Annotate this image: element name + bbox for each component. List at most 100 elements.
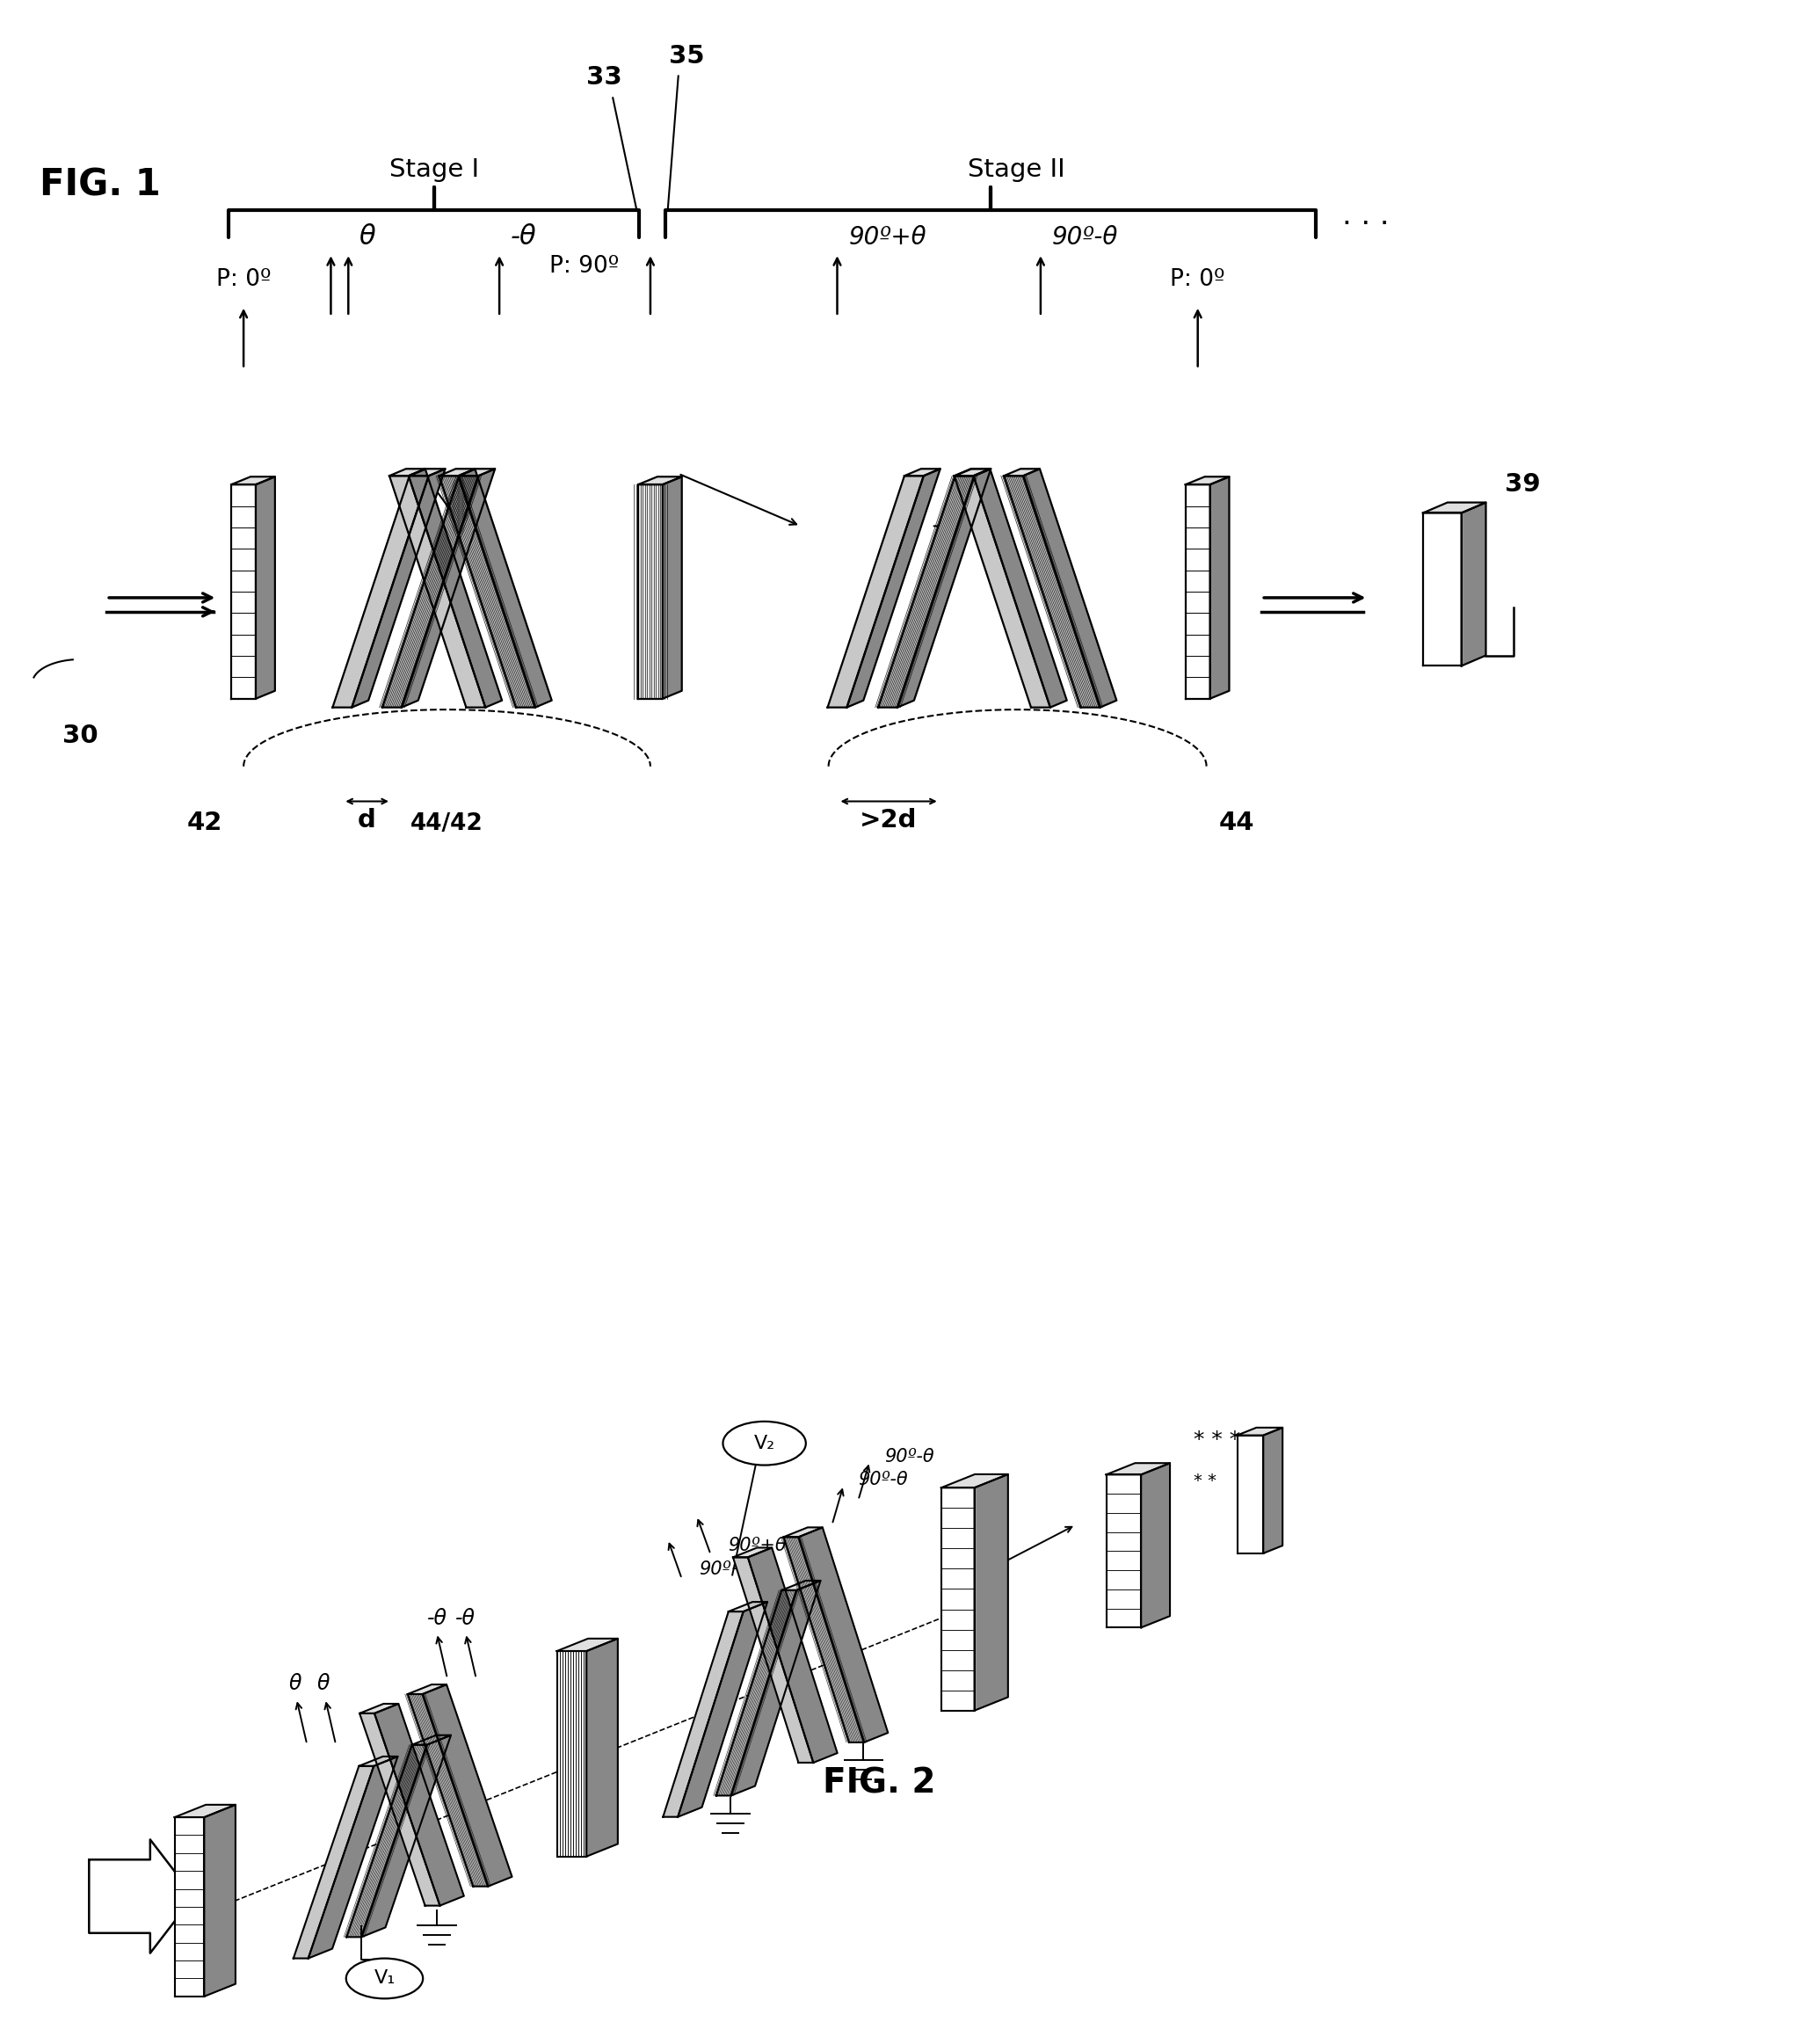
Polygon shape [459, 468, 495, 476]
Text: * * *: * * * [1194, 1429, 1241, 1451]
Polygon shape [942, 1474, 1009, 1488]
Text: 35: 35 [670, 43, 704, 67]
Polygon shape [175, 1805, 236, 1817]
Polygon shape [1142, 1464, 1171, 1627]
Polygon shape [409, 468, 502, 707]
Polygon shape [783, 1537, 864, 1741]
Polygon shape [457, 468, 551, 707]
Polygon shape [557, 1639, 618, 1652]
Polygon shape [1237, 1435, 1263, 1553]
Polygon shape [638, 484, 663, 699]
Polygon shape [879, 476, 974, 707]
Polygon shape [88, 1840, 195, 1954]
Polygon shape [407, 1694, 488, 1887]
Text: θ: θ [358, 225, 375, 249]
Text: V₁: V₁ [375, 1970, 394, 1987]
Text: >2d: >2d [859, 807, 917, 832]
Ellipse shape [346, 1958, 423, 1999]
Polygon shape [375, 1705, 465, 1905]
Polygon shape [175, 1817, 204, 1997]
Polygon shape [1106, 1474, 1142, 1627]
Text: 30: 30 [63, 724, 99, 748]
Polygon shape [717, 1590, 796, 1795]
Polygon shape [955, 476, 1050, 707]
Polygon shape [439, 476, 535, 707]
Polygon shape [333, 476, 429, 707]
Text: 90º-θ: 90º-θ [884, 1447, 935, 1466]
Text: 42: 42 [187, 811, 222, 836]
Text: -θ: -θ [511, 225, 537, 249]
Polygon shape [955, 468, 991, 476]
Text: Stage I: Stage I [389, 157, 479, 182]
Polygon shape [409, 468, 445, 476]
Polygon shape [733, 1547, 773, 1558]
Polygon shape [846, 468, 940, 707]
Polygon shape [346, 1746, 427, 1938]
Text: * *: * * [1194, 1472, 1216, 1490]
Polygon shape [587, 1639, 618, 1856]
Polygon shape [1185, 476, 1230, 484]
Polygon shape [382, 476, 479, 707]
Polygon shape [974, 1474, 1009, 1711]
Text: 39: 39 [1506, 472, 1542, 497]
Polygon shape [1423, 503, 1486, 513]
Text: P: 90º: P: 90º [549, 256, 620, 278]
Polygon shape [204, 1805, 236, 1997]
Polygon shape [360, 1705, 398, 1713]
Text: -θ: -θ [427, 1607, 447, 1629]
Polygon shape [231, 484, 256, 699]
Polygon shape [294, 1766, 375, 1958]
Text: . . .: . . . [1342, 200, 1389, 231]
Polygon shape [782, 1580, 821, 1590]
Polygon shape [1003, 468, 1039, 476]
Polygon shape [729, 1602, 767, 1611]
Polygon shape [439, 468, 475, 476]
Text: 44: 44 [1219, 811, 1255, 836]
Polygon shape [638, 476, 683, 484]
Polygon shape [389, 468, 425, 476]
Polygon shape [231, 476, 276, 484]
Polygon shape [1003, 476, 1100, 707]
Polygon shape [1210, 476, 1230, 699]
Text: 90º+θ: 90º+θ [728, 1537, 787, 1553]
Polygon shape [904, 468, 940, 476]
Polygon shape [1237, 1427, 1282, 1435]
Text: V₂: V₂ [755, 1435, 774, 1451]
Polygon shape [1106, 1464, 1171, 1474]
Text: FIG. 1: FIG. 1 [40, 168, 160, 204]
Text: -θ: -θ [456, 1607, 475, 1629]
Polygon shape [1185, 484, 1210, 699]
Polygon shape [973, 468, 1066, 707]
Polygon shape [402, 468, 495, 707]
Text: 90º+θ: 90º+θ [699, 1560, 758, 1578]
Text: Stage II: Stage II [967, 157, 1064, 182]
Text: 90º+θ: 90º+θ [848, 225, 926, 249]
Polygon shape [663, 1611, 744, 1817]
Polygon shape [362, 1735, 450, 1938]
Polygon shape [360, 1713, 439, 1905]
Polygon shape [677, 1602, 767, 1817]
Text: P: 0º: P: 0º [216, 268, 270, 290]
Text: 33: 33 [585, 65, 621, 90]
Polygon shape [897, 468, 991, 707]
Text: FIG. 2: FIG. 2 [823, 1766, 935, 1801]
Text: 90º-θ: 90º-θ [859, 1472, 908, 1488]
Polygon shape [798, 1527, 888, 1741]
Polygon shape [407, 1684, 447, 1694]
Text: θ: θ [288, 1674, 301, 1694]
Polygon shape [1023, 468, 1117, 707]
Polygon shape [733, 1558, 814, 1762]
Polygon shape [731, 1580, 821, 1795]
Polygon shape [955, 468, 991, 476]
Polygon shape [663, 476, 683, 699]
Polygon shape [747, 1547, 837, 1762]
Polygon shape [828, 476, 924, 707]
Polygon shape [783, 1527, 823, 1537]
Text: θ: θ [317, 1674, 330, 1694]
Polygon shape [1461, 503, 1486, 666]
Text: d: d [358, 807, 376, 832]
Polygon shape [256, 476, 276, 699]
Text: 44/42: 44/42 [411, 814, 483, 836]
Polygon shape [412, 1735, 450, 1746]
Polygon shape [557, 1652, 587, 1856]
